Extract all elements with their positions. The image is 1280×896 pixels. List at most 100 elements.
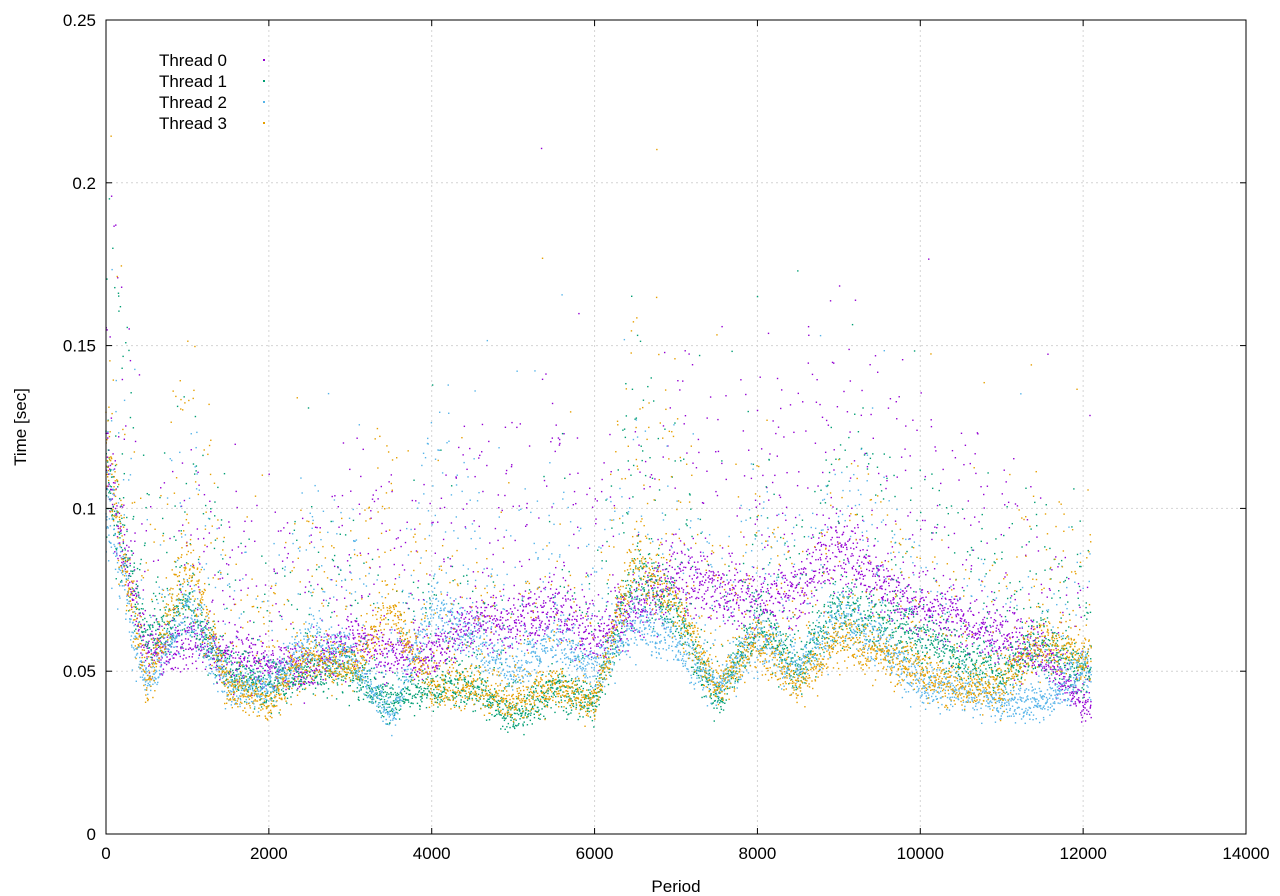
data-point	[755, 598, 757, 600]
data-point	[125, 554, 127, 556]
data-point	[214, 501, 216, 503]
data-point	[1089, 713, 1091, 715]
data-point	[758, 613, 761, 616]
data-point	[439, 652, 442, 654]
data-point	[308, 590, 310, 593]
data-point	[695, 467, 698, 469]
data-point	[978, 521, 980, 523]
data-point	[163, 452, 166, 454]
data-point	[866, 549, 868, 552]
data-point	[946, 590, 949, 593]
data-point	[293, 683, 295, 686]
data-point	[335, 655, 337, 658]
data-point	[856, 578, 858, 581]
data-point	[959, 617, 962, 620]
data-point	[1008, 609, 1011, 612]
data-point	[198, 654, 201, 657]
data-point	[817, 558, 820, 561]
data-point	[369, 634, 372, 636]
data-point	[205, 656, 207, 658]
data-point	[329, 674, 331, 676]
data-point	[826, 567, 828, 569]
data-point	[686, 452, 688, 454]
data-point	[664, 577, 666, 579]
data-point	[940, 482, 942, 485]
data-point	[106, 456, 109, 458]
data-point	[527, 597, 530, 600]
data-point	[231, 662, 233, 664]
data-point	[388, 650, 390, 652]
data-point	[331, 558, 334, 561]
data-point	[337, 634, 339, 637]
data-point	[970, 568, 972, 570]
data-point	[107, 449, 110, 451]
data-point	[473, 622, 475, 625]
data-point	[543, 587, 545, 590]
data-point	[936, 595, 938, 597]
data-point	[992, 650, 994, 653]
data-point	[773, 626, 775, 629]
data-point	[332, 663, 334, 665]
data-point	[161, 674, 164, 676]
data-point	[265, 695, 268, 697]
data-point	[107, 432, 109, 434]
data-point	[939, 627, 942, 629]
data-point	[134, 440, 137, 443]
data-point	[434, 634, 437, 637]
data-point	[142, 589, 145, 591]
data-point	[474, 617, 477, 619]
data-point	[785, 593, 788, 595]
data-point	[158, 625, 161, 628]
data-point	[664, 611, 667, 614]
data-point	[780, 587, 783, 589]
data-point	[136, 594, 138, 596]
data-point	[274, 572, 277, 575]
data-point	[360, 635, 363, 637]
data-point	[352, 637, 354, 639]
data-point	[964, 444, 967, 447]
data-point	[128, 610, 130, 612]
data-point	[281, 560, 284, 562]
data-point	[118, 436, 120, 438]
data-point	[505, 469, 508, 472]
data-point	[120, 564, 123, 567]
data-point	[157, 641, 159, 644]
data-point	[494, 615, 496, 617]
data-point	[860, 414, 863, 417]
data-point	[390, 641, 392, 643]
data-point	[888, 584, 890, 587]
data-point	[584, 647, 586, 650]
data-point	[112, 505, 115, 508]
data-point	[808, 334, 810, 337]
data-point	[528, 558, 531, 561]
data-point	[944, 606, 946, 609]
data-point	[523, 622, 526, 624]
data-point	[176, 611, 178, 613]
data-point	[809, 582, 812, 584]
data-point	[525, 603, 528, 606]
data-point	[147, 634, 149, 636]
data-point	[317, 682, 319, 685]
data-point	[322, 599, 325, 601]
data-point	[310, 534, 312, 536]
data-point	[713, 572, 715, 574]
data-point	[484, 616, 487, 618]
data-point	[543, 479, 546, 482]
data-point	[219, 645, 222, 647]
data-point	[919, 598, 922, 600]
data-point	[311, 635, 314, 637]
data-point	[154, 651, 156, 654]
data-point	[206, 545, 208, 548]
data-point	[176, 650, 178, 652]
data-point	[649, 486, 651, 488]
data-point	[463, 618, 465, 620]
data-point	[877, 570, 879, 572]
data-point	[781, 576, 783, 579]
data-point	[1074, 701, 1077, 703]
data-point	[535, 598, 538, 601]
data-point	[182, 649, 185, 652]
data-point	[631, 596, 633, 598]
data-point	[786, 579, 788, 581]
data-point	[579, 644, 582, 647]
data-point	[194, 415, 197, 418]
